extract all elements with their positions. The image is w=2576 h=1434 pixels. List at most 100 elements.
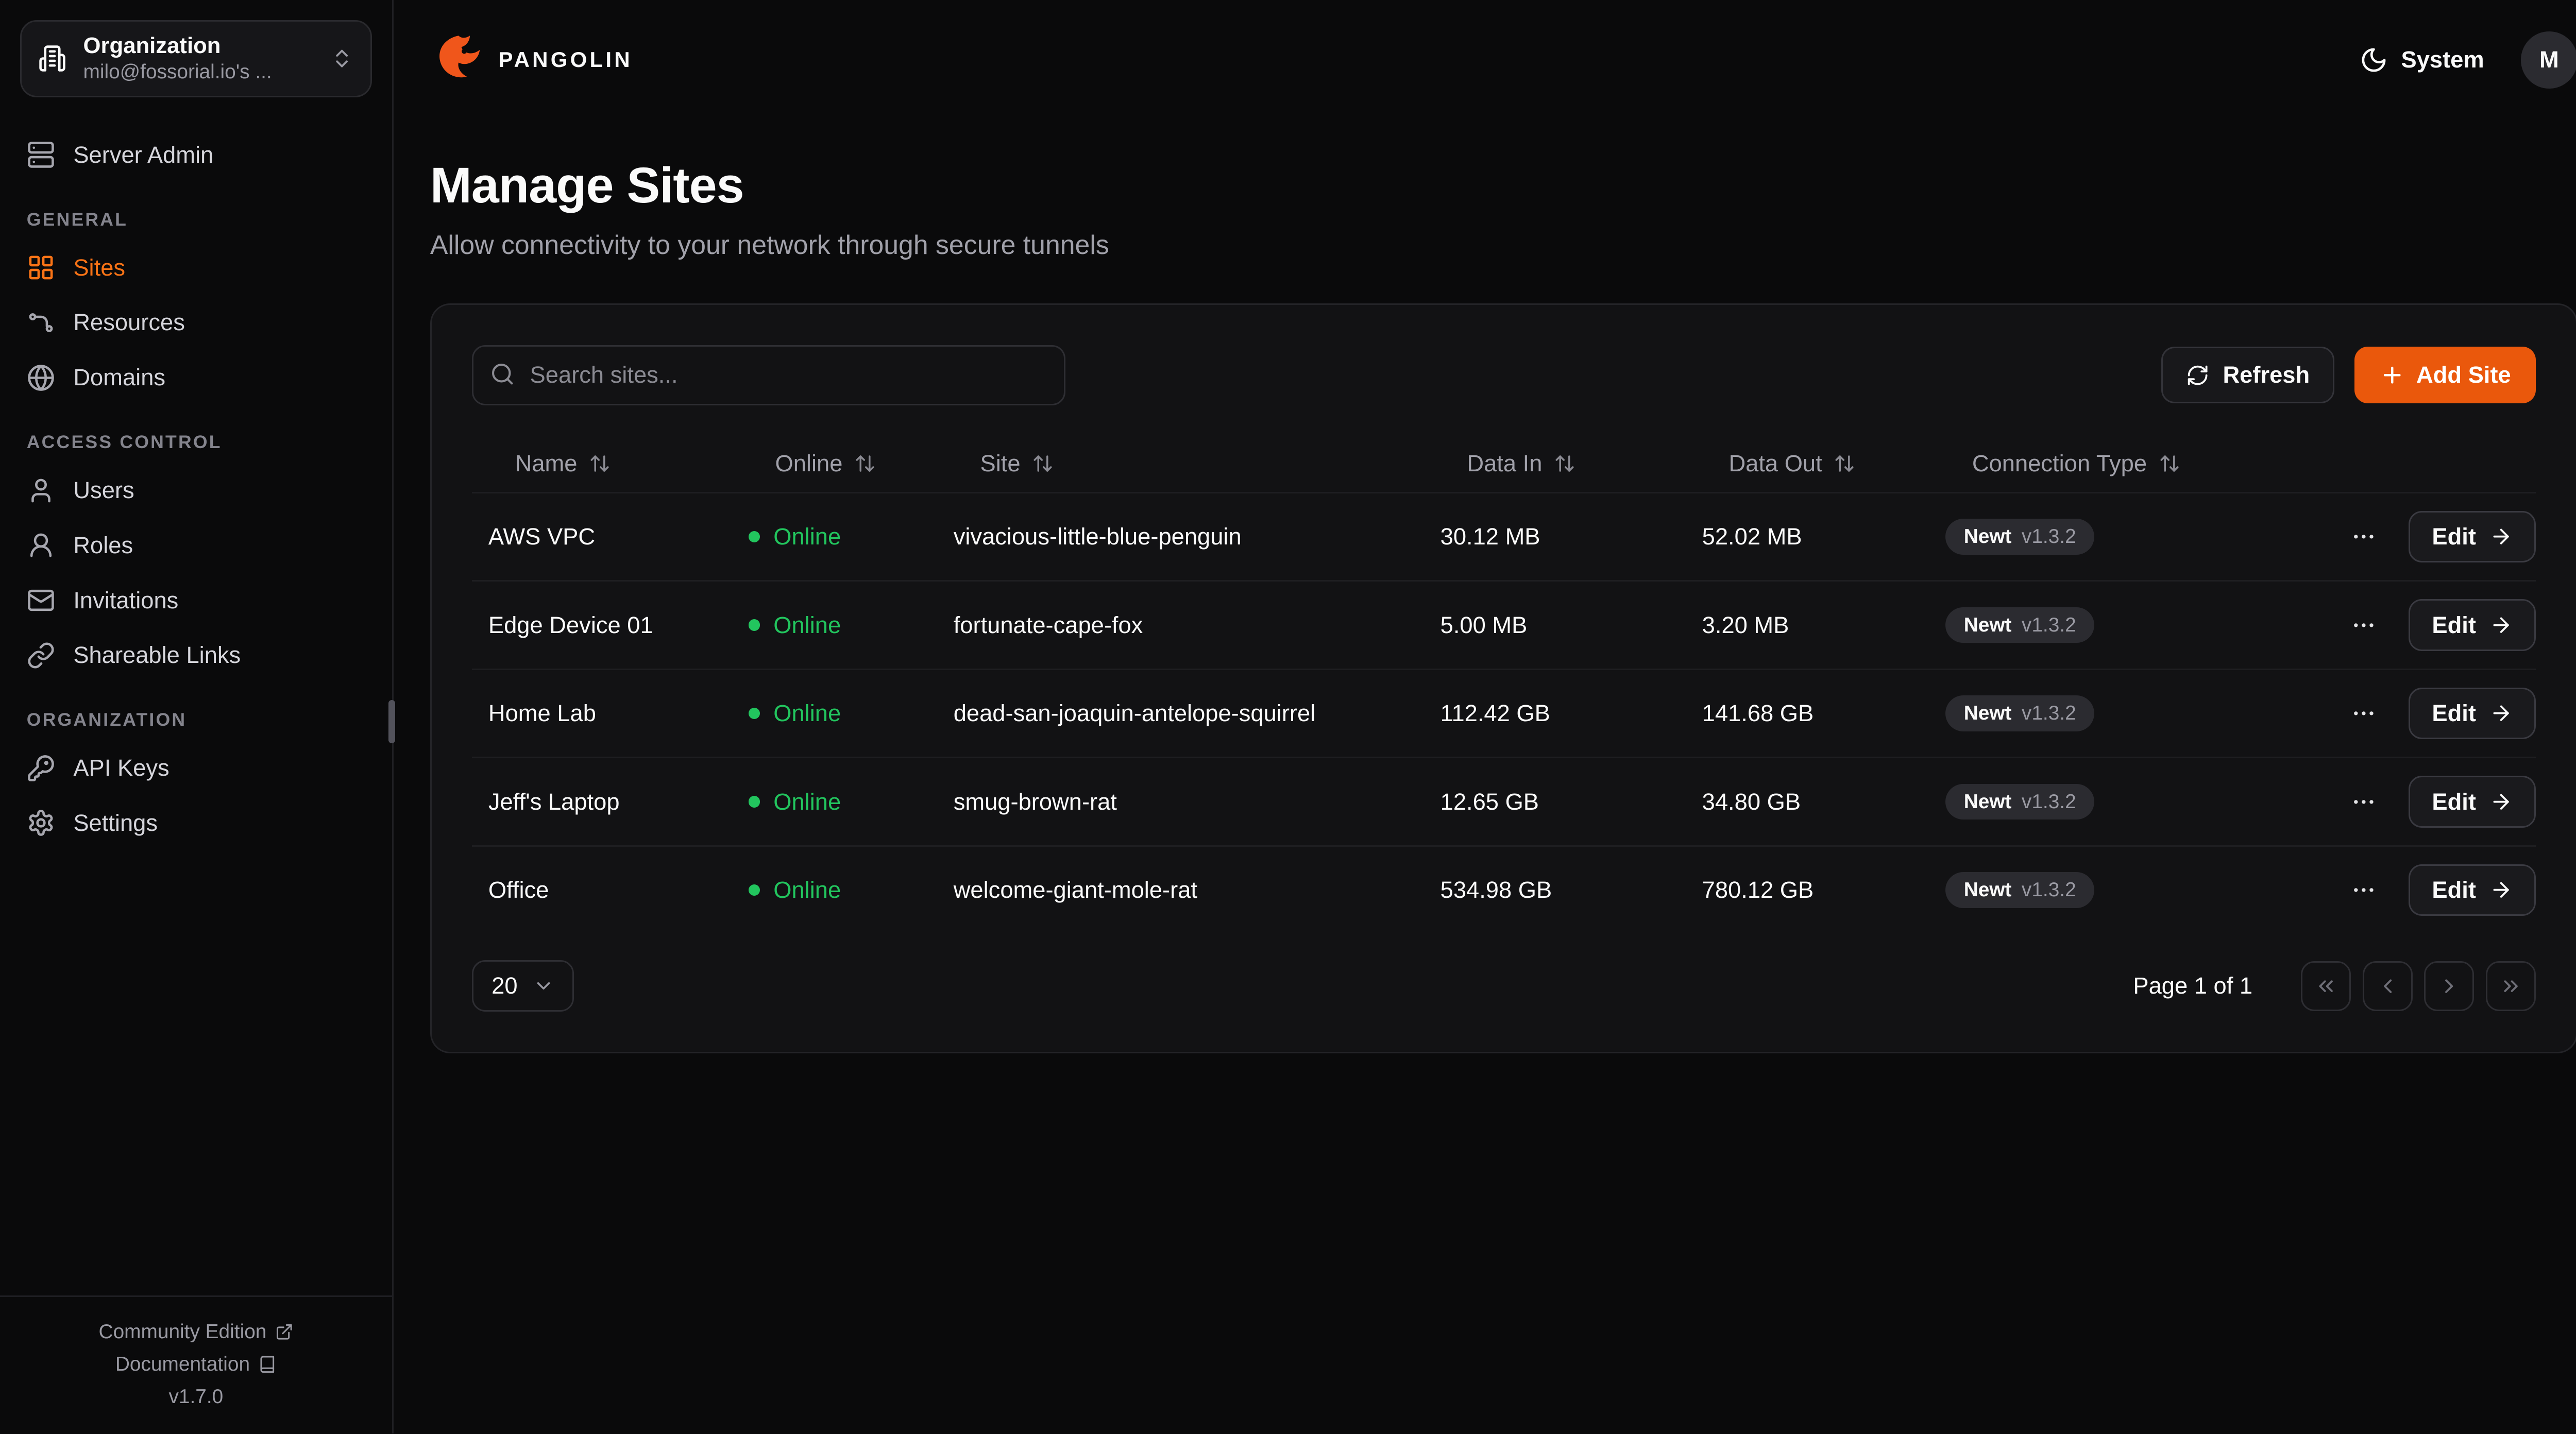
data-out: 780.12 GB xyxy=(1702,877,1814,903)
toolbar-actions: Refresh Add Site xyxy=(2161,347,2536,404)
theme-toggle-button[interactable]: System xyxy=(2360,46,2484,74)
sidebar-item-users[interactable]: Users xyxy=(13,463,379,518)
sidebar-item-resources[interactable]: Resources xyxy=(13,295,379,350)
connection-type-cell: Newt v1.3.2 xyxy=(1945,519,2182,555)
sort-data-in-button[interactable]: Data In xyxy=(1467,450,1575,477)
ellipsis-icon xyxy=(2350,789,2377,815)
external-link-icon xyxy=(275,1323,294,1341)
brand: PANGOLIN xyxy=(430,31,633,88)
sidebar-item-sites[interactable]: Sites xyxy=(13,240,379,295)
site-status: Online xyxy=(748,523,954,550)
connection-badge: Newt v1.3.2 xyxy=(1945,872,2095,908)
row-actions: Edit xyxy=(2182,510,2536,563)
user-avatar[interactable]: M xyxy=(2520,31,2576,89)
row-actions: Edit xyxy=(2182,687,2536,740)
sidebar-item-label: Users xyxy=(73,477,134,504)
sidebar-item-label: Shareable Links xyxy=(73,642,241,669)
data-in: 534.98 GB xyxy=(1440,877,1552,903)
pangolin-logo-icon xyxy=(430,31,487,88)
edit-button[interactable]: Edit xyxy=(2409,599,2536,651)
sidebar-item-invitations[interactable]: Invitations xyxy=(13,573,379,628)
row-menu-button[interactable] xyxy=(2344,517,2384,557)
site-slug: vivacious-little-blue-penguin xyxy=(953,523,1242,550)
sites-table: Name Online Site Data In Data Out Connec… xyxy=(471,432,2536,933)
arrow-right-icon xyxy=(2489,702,2513,725)
sidebar-item-api-keys[interactable]: API Keys xyxy=(13,741,379,796)
site-name: Home Lab xyxy=(488,700,596,727)
sidebar-footer: Community Edition Documentation v1.7.0 xyxy=(0,1295,392,1433)
sidebar-item-domains[interactable]: Domains xyxy=(13,350,379,405)
data-in: 12.65 GB xyxy=(1440,788,1539,815)
prev-page-button[interactable] xyxy=(2362,961,2413,1011)
table-row: Jeff's Laptop Online smug-brown-rat 12.6… xyxy=(471,757,2536,845)
online-dot-icon xyxy=(748,707,760,720)
site-name: Office xyxy=(488,877,549,903)
sort-data-out-button[interactable]: Data Out xyxy=(1728,450,1855,477)
community-edition-link[interactable]: Community Edition xyxy=(0,1316,392,1348)
sort-online-button[interactable]: Online xyxy=(775,450,876,477)
sort-icon xyxy=(1554,453,1575,474)
org-switcher-text: Organization milo@fossorial.io's ... xyxy=(83,33,314,84)
sidebar-item-label: Domains xyxy=(73,364,166,391)
site-status: Online xyxy=(748,612,954,639)
cable-icon xyxy=(27,309,55,337)
data-in: 5.00 MB xyxy=(1440,611,1528,638)
theme-toggle-label: System xyxy=(2401,46,2484,73)
documentation-link[interactable]: Documentation xyxy=(0,1348,392,1380)
sort-name-button[interactable]: Name xyxy=(515,450,611,477)
row-menu-button[interactable] xyxy=(2344,693,2384,733)
refresh-button[interactable]: Refresh xyxy=(2161,347,2335,404)
edit-button[interactable]: Edit xyxy=(2409,687,2536,740)
sidebar-item-shareable-links[interactable]: Shareable Links xyxy=(13,628,379,683)
data-out: 3.20 MB xyxy=(1702,611,1789,638)
site-slug: fortunate-cape-fox xyxy=(953,611,1143,638)
site-name: AWS VPC xyxy=(488,523,596,550)
table-row: Edge Device 01 Online fortunate-cape-fox… xyxy=(471,580,2536,669)
next-page-button[interactable] xyxy=(2424,961,2475,1011)
site-status: Online xyxy=(748,877,954,903)
page-size-select[interactable]: 20 xyxy=(471,960,574,1012)
main-content: PANGOLIN System M Manage Sites Allow con… xyxy=(394,0,2576,1433)
connection-badge: Newt v1.3.2 xyxy=(1945,607,2095,643)
add-site-button[interactable]: Add Site xyxy=(2354,347,2536,404)
ellipsis-icon xyxy=(2350,877,2377,903)
connection-type-cell: Newt v1.3.2 xyxy=(1945,607,2182,643)
edit-button[interactable]: Edit xyxy=(2409,510,2536,563)
row-actions: Edit xyxy=(2182,599,2536,651)
page-header: Manage Sites Allow connectivity to your … xyxy=(430,157,2576,260)
community-edition-label: Community Edition xyxy=(98,1320,267,1343)
row-menu-button[interactable] xyxy=(2344,605,2384,645)
online-dot-icon xyxy=(748,619,760,631)
sort-site-button[interactable]: Site xyxy=(980,450,1054,477)
data-out: 34.80 GB xyxy=(1702,788,1801,815)
edit-button[interactable]: Edit xyxy=(2409,776,2536,828)
sort-icon xyxy=(2159,453,2180,474)
sidebar-item-settings[interactable]: Settings xyxy=(13,796,379,851)
sidebar-item-server-admin[interactable]: Server Admin xyxy=(13,127,379,182)
sidebar-item-label: Server Admin xyxy=(73,141,214,168)
refresh-label: Refresh xyxy=(2223,362,2310,388)
row-menu-button[interactable] xyxy=(2344,782,2384,822)
connection-type-cell: Newt v1.3.2 xyxy=(1945,783,2182,820)
arrow-right-icon xyxy=(2489,878,2513,901)
site-slug: smug-brown-rat xyxy=(953,788,1117,815)
top-bar: PANGOLIN System M xyxy=(430,0,2576,120)
sidebar-item-label: Resources xyxy=(73,309,185,336)
org-switcher[interactable]: Organization milo@fossorial.io's ... xyxy=(20,20,372,98)
sidebar-item-roles[interactable]: Roles xyxy=(13,518,379,573)
building-icon xyxy=(38,44,66,73)
connection-badge: Newt v1.3.2 xyxy=(1945,519,2095,555)
row-menu-button[interactable] xyxy=(2344,870,2384,910)
first-page-button[interactable] xyxy=(2300,961,2351,1011)
search-icon xyxy=(490,362,515,387)
sidebar-resize-handle[interactable] xyxy=(388,700,396,744)
sort-connection-type-button[interactable]: Connection Type xyxy=(1972,450,2180,477)
user-round-icon xyxy=(27,531,55,559)
org-subtitle: milo@fossorial.io's ... xyxy=(83,61,272,83)
last-page-button[interactable] xyxy=(2486,961,2536,1011)
edit-button[interactable]: Edit xyxy=(2409,864,2536,916)
online-dot-icon xyxy=(748,884,760,896)
sites-card: Refresh Add Site Name Online Site Data I… xyxy=(430,303,2576,1054)
search-input[interactable] xyxy=(471,345,1065,405)
